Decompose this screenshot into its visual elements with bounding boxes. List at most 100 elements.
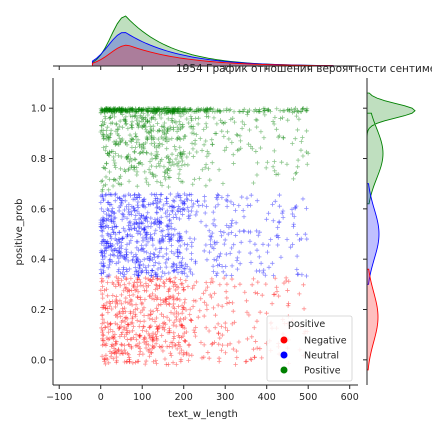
data-point-positive	[175, 136, 180, 142]
data-point-negative	[248, 356, 253, 362]
x-axis-label: text_w_length	[168, 409, 238, 420]
data-point-positive	[113, 141, 118, 147]
data-point-positive	[137, 141, 142, 147]
data-point-negative	[286, 279, 291, 284]
data-point-neutral	[292, 214, 297, 219]
data-point-positive	[113, 106, 118, 111]
data-point-positive	[159, 124, 164, 129]
data-point-negative	[260, 292, 265, 298]
data-point-positive	[254, 124, 259, 130]
data-point-neutral	[132, 272, 137, 277]
data-point-negative	[135, 277, 140, 282]
data-point-negative	[133, 312, 138, 317]
data-point-negative	[106, 360, 111, 366]
data-point-neutral	[208, 242, 213, 247]
data-point-positive	[135, 122, 141, 127]
data-point-positive	[222, 120, 228, 125]
data-point-negative	[120, 311, 126, 316]
data-point-negative	[135, 359, 140, 364]
data-point-neutral	[112, 247, 117, 253]
data-point-neutral	[143, 265, 148, 270]
data-point-positive	[107, 177, 112, 182]
data-point-negative	[167, 276, 173, 281]
data-point-positive	[161, 127, 167, 133]
data-point-negative	[188, 318, 194, 323]
data-point-negative	[123, 286, 128, 291]
data-point-positive	[171, 162, 177, 167]
data-point-positive	[158, 180, 163, 185]
data-point-neutral	[157, 239, 163, 244]
data-point-negative	[125, 289, 130, 294]
data-point-neutral	[158, 215, 164, 220]
data-point-neutral	[211, 217, 217, 223]
data-point-neutral	[106, 200, 111, 205]
data-point-positive	[149, 116, 154, 122]
data-point-positive	[127, 109, 132, 115]
data-point-neutral	[224, 197, 229, 203]
data-point-positive	[117, 176, 122, 181]
data-point-negative	[116, 280, 121, 286]
data-point-neutral	[266, 242, 271, 248]
data-point-neutral	[277, 192, 282, 198]
data-point-positive	[151, 128, 156, 133]
data-point-positive	[177, 106, 182, 111]
data-point-negative	[117, 351, 123, 356]
data-point-positive	[137, 160, 142, 166]
data-point-neutral	[116, 237, 121, 242]
data-point-neutral	[111, 220, 117, 226]
data-point-negative	[137, 319, 143, 324]
data-point-positive	[151, 135, 157, 141]
data-point-neutral	[235, 255, 240, 261]
data-point-neutral	[136, 216, 142, 222]
data-point-negative	[138, 280, 143, 285]
data-point-neutral	[100, 257, 106, 262]
data-point-positive	[145, 137, 150, 142]
data-point-positive	[181, 107, 186, 112]
data-point-negative	[140, 351, 146, 357]
data-point-positive	[136, 107, 142, 112]
data-point-neutral	[156, 261, 162, 266]
data-point-neutral	[103, 246, 108, 251]
data-point-neutral	[134, 258, 139, 264]
data-point-negative	[227, 341, 233, 347]
data-point-positive	[127, 132, 133, 138]
data-point-negative	[166, 289, 171, 294]
data-point-neutral	[112, 192, 118, 197]
data-point-positive	[235, 133, 240, 138]
data-point-neutral	[169, 237, 174, 243]
data-point-negative	[193, 333, 198, 339]
data-point-neutral	[116, 259, 121, 265]
data-point-neutral	[121, 193, 126, 199]
data-point-positive	[167, 124, 173, 130]
data-point-neutral	[167, 224, 173, 229]
data-point-positive	[160, 124, 166, 129]
data-point-positive	[132, 149, 137, 154]
data-point-negative	[113, 297, 119, 303]
data-point-negative	[168, 310, 174, 315]
data-point-positive	[274, 106, 279, 111]
data-point-negative	[191, 327, 197, 333]
data-point-positive	[101, 135, 107, 141]
data-point-neutral	[154, 210, 159, 215]
data-point-positive	[143, 124, 148, 130]
data-point-negative	[148, 308, 153, 314]
data-point-neutral	[254, 228, 259, 234]
data-point-positive	[153, 107, 159, 113]
data-point-positive	[146, 130, 151, 135]
data-point-negative	[120, 318, 125, 323]
data-point-neutral	[203, 242, 209, 248]
data-point-positive	[200, 167, 205, 172]
data-point-positive	[202, 109, 208, 114]
data-point-positive	[170, 109, 175, 115]
data-point-positive	[203, 138, 208, 144]
data-point-negative	[109, 306, 114, 312]
data-point-neutral	[246, 229, 251, 235]
data-point-positive	[238, 146, 243, 151]
data-point-neutral	[214, 196, 220, 202]
data-point-negative	[119, 342, 125, 348]
data-point-negative	[126, 322, 131, 328]
data-point-neutral	[128, 238, 134, 243]
data-point-positive	[127, 106, 133, 111]
data-point-positive	[224, 106, 230, 112]
data-point-negative	[155, 326, 160, 332]
